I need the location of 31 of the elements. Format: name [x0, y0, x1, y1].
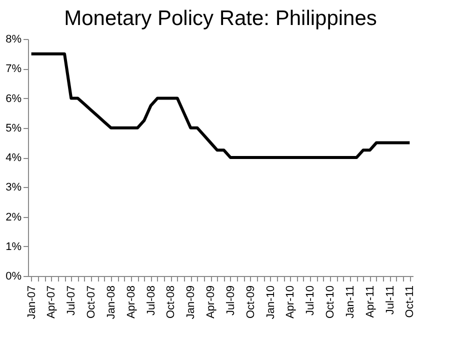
x-tick-label: Oct-09: [244, 286, 257, 319]
y-tick-label: 0%: [6, 270, 22, 282]
x-tick-label: Jan-08: [105, 286, 118, 320]
y-tick-label: 6%: [6, 92, 22, 105]
x-tick-label: Jan-09: [185, 286, 198, 320]
y-tick-label: 7%: [6, 63, 22, 76]
line-series: [30, 52, 412, 159]
chart-title: Monetary Policy Rate: Philippines: [64, 7, 377, 30]
x-tick-label: Apr-08: [125, 286, 138, 319]
y-tick-label: 4%: [6, 152, 22, 164]
x-tick-label: Jul-11: [384, 286, 396, 315]
x-tick-label: Jan-07: [26, 286, 38, 320]
y-tick-label: 2%: [6, 211, 22, 224]
x-tick-label: Jan-10: [264, 286, 277, 320]
x-tick-label: Jul-10: [304, 286, 317, 316]
x-tick-label: Apr-10: [284, 286, 297, 319]
x-tick-label: Jul-07: [66, 286, 78, 316]
y-tick-label: 3%: [6, 182, 22, 194]
y-tick-label: 1%: [6, 240, 22, 253]
x-tick-label: Jul-08: [145, 286, 158, 316]
x-tick-label: Oct-08: [165, 286, 178, 319]
x-tick-label: Oct-07: [86, 286, 98, 319]
x-tick-label: Apr-11: [364, 286, 376, 318]
x-tick-label: Jan-11: [344, 286, 356, 318]
x-tick-label: Oct-10: [324, 286, 337, 319]
x-tick-label: Jul-09: [224, 286, 237, 316]
x-tick-label: Oct-11: [404, 286, 416, 318]
x-tick-label: Apr-09: [205, 286, 218, 319]
y-tick-label: 8%: [6, 34, 22, 46]
y-tick-label: 5%: [6, 122, 22, 134]
x-tick-label: Apr-07: [46, 286, 58, 319]
